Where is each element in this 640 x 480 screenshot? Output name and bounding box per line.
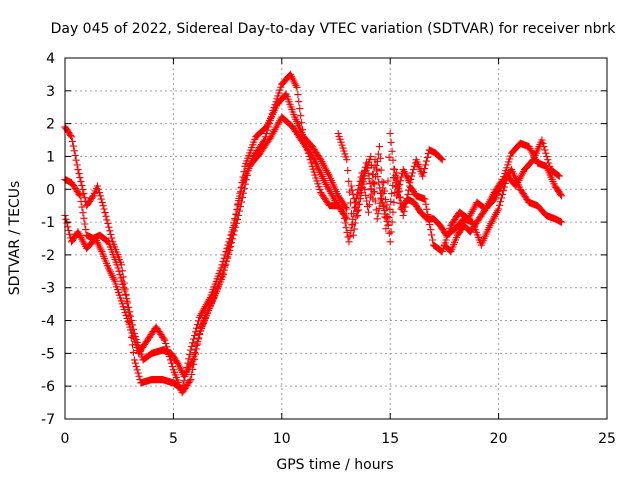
- y-tick-label: 1: [46, 149, 55, 165]
- series-trace-g: [440, 166, 566, 256]
- x-tick-label: 20: [490, 431, 508, 447]
- y-tick-label: -1: [41, 215, 55, 231]
- y-tick-label: -5: [41, 346, 55, 362]
- series-trace-d: [334, 129, 446, 239]
- y-tick-label: 4: [46, 51, 55, 67]
- x-tick-label: 15: [381, 431, 399, 447]
- grid: [65, 58, 607, 419]
- y-tick-label: -4: [41, 314, 55, 330]
- y-tick-label: -6: [41, 379, 55, 395]
- series-markers: [347, 139, 566, 256]
- x-tick-labels: 0 5 10 15 20 25: [61, 431, 616, 447]
- series-markers: [61, 90, 351, 380]
- series-markers: [440, 166, 566, 256]
- data-points: [61, 70, 566, 397]
- y-tick-label: 0: [46, 182, 55, 198]
- y-tick-label: 2: [46, 117, 55, 133]
- x-tick-label: 10: [273, 431, 291, 447]
- y-tick-label: -2: [41, 248, 55, 264]
- y-tick-label: 3: [46, 84, 55, 100]
- x-tick-label: 5: [169, 431, 178, 447]
- series-trace-a: [61, 70, 342, 394]
- chart-title: Day 045 of 2022, Sidereal Day-to-day VTE…: [51, 21, 617, 37]
- series-trace-f: [347, 139, 566, 256]
- x-tick-label: 25: [598, 431, 616, 447]
- plot-frame: [64, 57, 608, 420]
- y-tick-labels: -7 -6 -5 -4 -3 -2 -1 0 1 2 3 4: [41, 51, 55, 428]
- series-markers: [334, 129, 446, 239]
- y-tick-label: -7: [41, 412, 55, 428]
- x-axis-label: GPS time / hours: [276, 457, 393, 473]
- series-trace-b: [61, 90, 351, 380]
- y-tick-label: -3: [41, 281, 55, 297]
- x-tick-label: 0: [61, 431, 70, 447]
- series-markers: [61, 70, 342, 394]
- y-axis-label: SDTVAR / TECUs: [7, 181, 23, 296]
- axis-ticks: [64, 57, 608, 420]
